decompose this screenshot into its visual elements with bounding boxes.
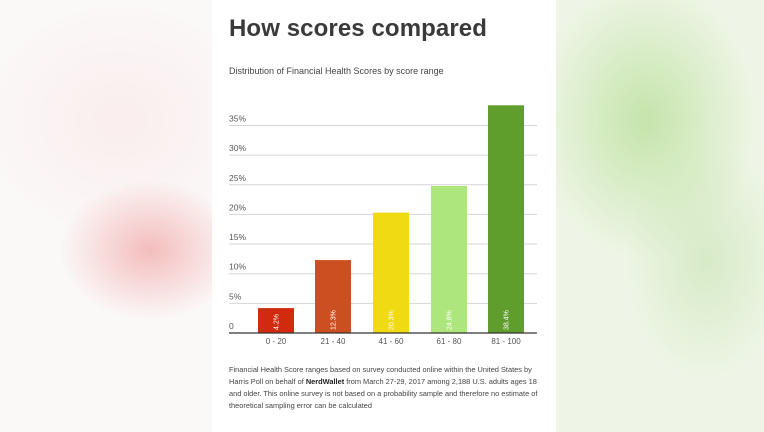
bar-value-label: 20.3%	[389, 310, 396, 330]
y-tick-label: 20%	[229, 202, 246, 212]
bar-value-label: 4.2%	[274, 314, 281, 330]
y-tick-label: 5%	[229, 291, 242, 301]
bar-2	[315, 260, 351, 333]
bar-5	[488, 105, 524, 334]
bar-value-label: 38.4%	[504, 310, 511, 330]
bar-value-label: 24.8%	[447, 310, 454, 330]
y-tick-label: 15%	[229, 232, 246, 242]
chart-subtitle: Distribution of Financial Health Scores …	[229, 66, 444, 76]
y-tick-label: 10%	[229, 262, 246, 272]
x-tick-label: 41 - 60	[379, 337, 404, 346]
x-tick-label: 61 - 80	[437, 337, 462, 346]
footnote-text-2: from March 27-29, 2017 among 2,188 U.S. …	[229, 377, 538, 411]
chart-card: How scores compared Distribution of Fina…	[212, 0, 556, 432]
bar-4	[431, 185, 467, 333]
bar-chart: 0 5% 10% 15% 20% 25% 30% 35% 4.2% 0 - 20 12.3% 21 …	[229, 105, 537, 346]
x-tick-label: 81 - 100	[491, 337, 521, 346]
footnote: Financial Health Score ranges based on s…	[229, 364, 545, 412]
y-tick-label: 0	[229, 321, 234, 331]
footnote-brand: NerdWallet	[305, 377, 345, 387]
y-tick-label: 25%	[229, 173, 246, 183]
bar-1	[258, 308, 294, 333]
background-right	[556, 0, 764, 432]
chart-title: How scores compared	[229, 15, 487, 42]
bar-3	[373, 212, 409, 333]
y-tick-label: 35%	[229, 113, 246, 123]
x-tick-label: 21 - 40	[321, 337, 346, 346]
background-left	[0, 0, 212, 432]
y-tick-label: 30%	[229, 143, 246, 153]
x-tick-label: 0 - 20	[266, 337, 287, 346]
footnote-text-1: Financial Health Score ranges based on s…	[229, 365, 532, 387]
bar-value-label: 12.3%	[331, 310, 338, 330]
